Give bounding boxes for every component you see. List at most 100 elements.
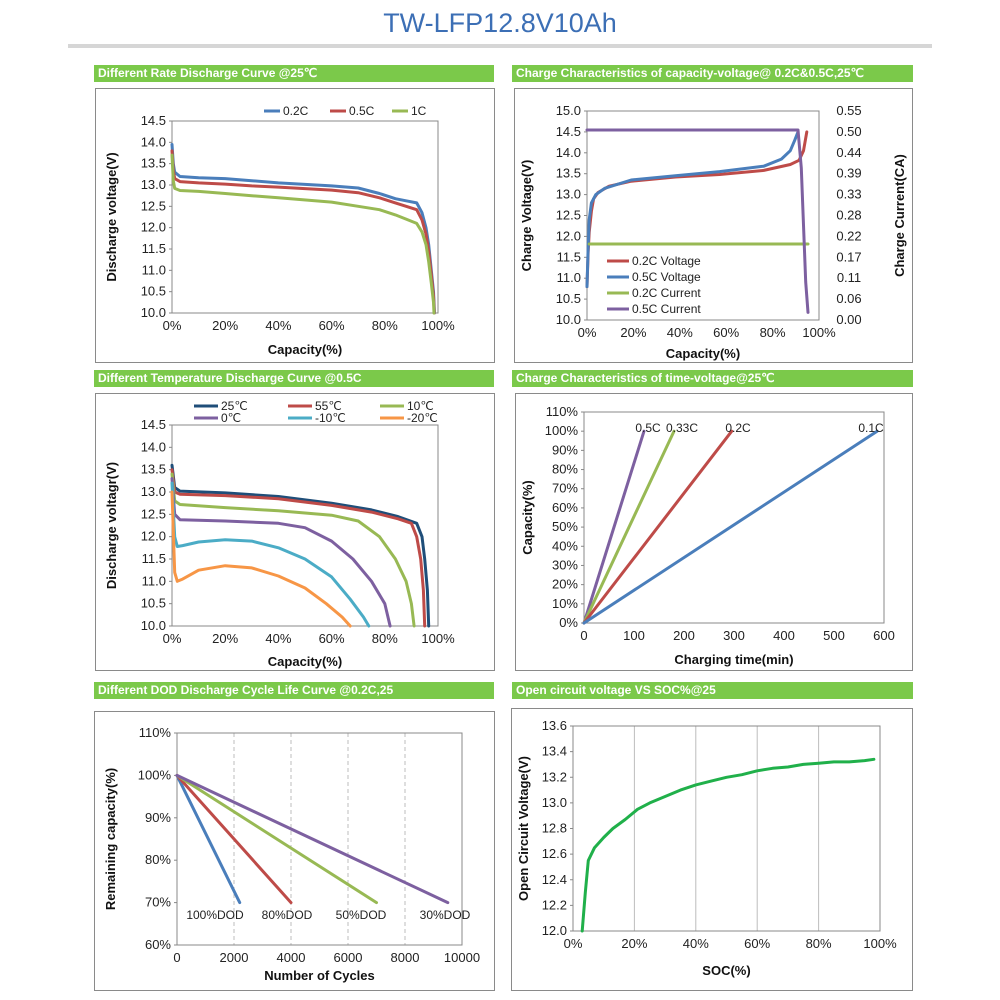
y-axis-label: Open Circuit Voltage(V) bbox=[516, 756, 531, 901]
x-tick-label: 6000 bbox=[334, 950, 363, 965]
series-end-label: 100%DOD bbox=[186, 908, 244, 922]
y-tick-label: 12.4 bbox=[542, 872, 567, 887]
chart-temperature-discharge: 10.0 10.5 11.0 11.5 12.0 12.5 13.0 13.5 14.0 14.5… bbox=[104, 399, 455, 669]
y-axis-label: Charge Voltage(V) bbox=[519, 160, 534, 272]
series-line--10- bbox=[170, 481, 371, 628]
y-tick-label: 13.0 bbox=[141, 177, 166, 192]
y-axis-label: Discharge voltage(V) bbox=[104, 152, 119, 281]
y-tick-label: 90% bbox=[552, 442, 578, 457]
y-tick-label: 110% bbox=[139, 725, 172, 740]
x-axis-label: Capacity(%) bbox=[268, 342, 342, 357]
x-tick-label: 100% bbox=[802, 325, 836, 340]
series-line-80-DOD bbox=[175, 773, 293, 905]
series-line-55- bbox=[170, 468, 427, 628]
x-tick-label: 100% bbox=[421, 318, 455, 333]
y-tick-label: 11.5 bbox=[557, 249, 581, 264]
series-line-0-2C bbox=[582, 429, 734, 625]
y2-axis-label: Charge Current(CA) bbox=[892, 154, 907, 277]
chart-panel-ocv-soc: 12.0 12.2 12.4 12.6 12.8 13.0 13.2 13.4 13.6 0% 20… bbox=[511, 708, 913, 991]
y-tick-label: 13.0 bbox=[542, 795, 567, 810]
y-tick-label: 12.5 bbox=[556, 208, 581, 223]
plot-area bbox=[586, 110, 820, 321]
y-tick-label: 14.5 bbox=[141, 113, 166, 128]
y-tick-label: 12.0 bbox=[542, 923, 567, 938]
y2-tick-label: 0.28 bbox=[836, 208, 861, 223]
x-tick-label: 0% bbox=[578, 325, 597, 340]
series-line-0-33C bbox=[582, 429, 676, 625]
chart-charge-capacity-voltage: 10.0 10.5 11.0 11.5 12.0 12.5 13.0 13.5 14.0 14.5… bbox=[519, 103, 907, 361]
legend-label: 0.5C bbox=[349, 104, 375, 118]
x-tick-label: 20% bbox=[620, 325, 646, 340]
series-end-label: 50%DOD bbox=[336, 908, 387, 922]
y-tick-label: 11.0 bbox=[142, 262, 166, 277]
series-line-10- bbox=[170, 472, 416, 628]
x-tick-label: 40% bbox=[683, 936, 709, 951]
y-tick-label: 13.4 bbox=[542, 744, 567, 759]
x-tick-label: 80% bbox=[372, 318, 398, 333]
series-line-ocv bbox=[580, 757, 876, 933]
x-tick-label: 80% bbox=[806, 936, 832, 951]
y-tick-label: 14.0 bbox=[141, 439, 166, 454]
x-tick-label: 0% bbox=[163, 318, 182, 333]
x-tick-label: 100 bbox=[623, 628, 645, 643]
x-tick-label: 40% bbox=[667, 325, 693, 340]
y-tick-label: 13.5 bbox=[141, 156, 166, 171]
y-tick-label: 12.5 bbox=[141, 198, 166, 213]
series-line-0- bbox=[170, 477, 392, 628]
legend-label: 10℃ bbox=[407, 399, 434, 413]
y2-tick-label: 0.00 bbox=[836, 312, 861, 327]
y-axis-label: Capacity(%) bbox=[520, 480, 535, 554]
x-tick-label: 40% bbox=[265, 631, 291, 646]
page-title: TW-LFP12.8V10Ah bbox=[383, 8, 617, 38]
header-charge-time-voltage: Charge Characteristics of time-voltage@2… bbox=[512, 370, 913, 387]
y-tick-label: 10.0 bbox=[556, 312, 581, 327]
x-axis-label: Capacity(%) bbox=[268, 654, 342, 669]
series-end-label: 0.2C bbox=[725, 421, 751, 435]
series-line-0-5C bbox=[170, 149, 436, 315]
y-tick-label: 13.0 bbox=[556, 187, 581, 202]
title-divider bbox=[68, 44, 932, 48]
header-dod-cycle-life: Different DOD Discharge Cycle Life Curve… bbox=[94, 682, 494, 699]
legend-label: 0.5C Current bbox=[632, 302, 701, 316]
header-rate-discharge: Different Rate Discharge Curve @25℃ bbox=[94, 65, 494, 82]
legend-label: 1C bbox=[411, 104, 427, 118]
x-tick-label: 60% bbox=[713, 325, 739, 340]
y-tick-label: 10.5 bbox=[141, 284, 166, 299]
x-axis-label: Charging time(min) bbox=[674, 652, 793, 667]
series-line-0-5C bbox=[582, 429, 646, 625]
y-tick-label: 12.5 bbox=[141, 506, 166, 521]
x-tick-label: 80% bbox=[372, 631, 398, 646]
x-tick-label: 0% bbox=[163, 631, 182, 646]
y2-tick-label: 0.55 bbox=[836, 103, 861, 118]
y-tick-label: 12.0 bbox=[141, 220, 166, 235]
y2-tick-label: 0.17 bbox=[836, 249, 861, 264]
y-tick-label: 13.6 bbox=[542, 718, 567, 733]
x-tick-label: 60% bbox=[319, 631, 345, 646]
chart-rate-discharge: 10.0 10.5 11.0 11.5 12.0 12.5 13.0 13.5 14.0 14.5… bbox=[104, 104, 455, 357]
y-tick-label: 100% bbox=[138, 767, 172, 782]
x-tick-label: 500 bbox=[823, 628, 845, 643]
x-tick-label: 100% bbox=[421, 631, 455, 646]
plot-area bbox=[572, 725, 881, 932]
legend-label: 0.5C Voltage bbox=[632, 270, 701, 284]
legend-label: 55℃ bbox=[315, 399, 342, 413]
y2-tick-label: 0.44 bbox=[836, 145, 861, 160]
series-line-0-5C-Voltage bbox=[585, 130, 800, 289]
y-tick-label: 14.5 bbox=[556, 124, 581, 139]
legend-label: 25℃ bbox=[221, 399, 248, 413]
series-line-0-1C bbox=[582, 429, 879, 625]
x-tick-label: 40% bbox=[265, 318, 291, 333]
series-end-label: 0.1C bbox=[858, 421, 884, 435]
y-tick-label: 100% bbox=[545, 423, 579, 438]
x-tick-label: 10000 bbox=[444, 950, 480, 965]
y-tick-label: 11.5 bbox=[142, 241, 166, 256]
x-axis-label: SOC(%) bbox=[702, 963, 750, 978]
series-line-30-DOD bbox=[175, 773, 450, 905]
y-tick-label: 13.0 bbox=[141, 484, 166, 499]
x-tick-label: 400 bbox=[773, 628, 795, 643]
x-tick-label: 8000 bbox=[391, 950, 420, 965]
y-tick-label: 60% bbox=[552, 500, 578, 515]
x-tick-label: 20% bbox=[621, 936, 647, 951]
series-line-0-2C bbox=[170, 143, 436, 315]
legend-label: 0.2C bbox=[283, 104, 309, 118]
